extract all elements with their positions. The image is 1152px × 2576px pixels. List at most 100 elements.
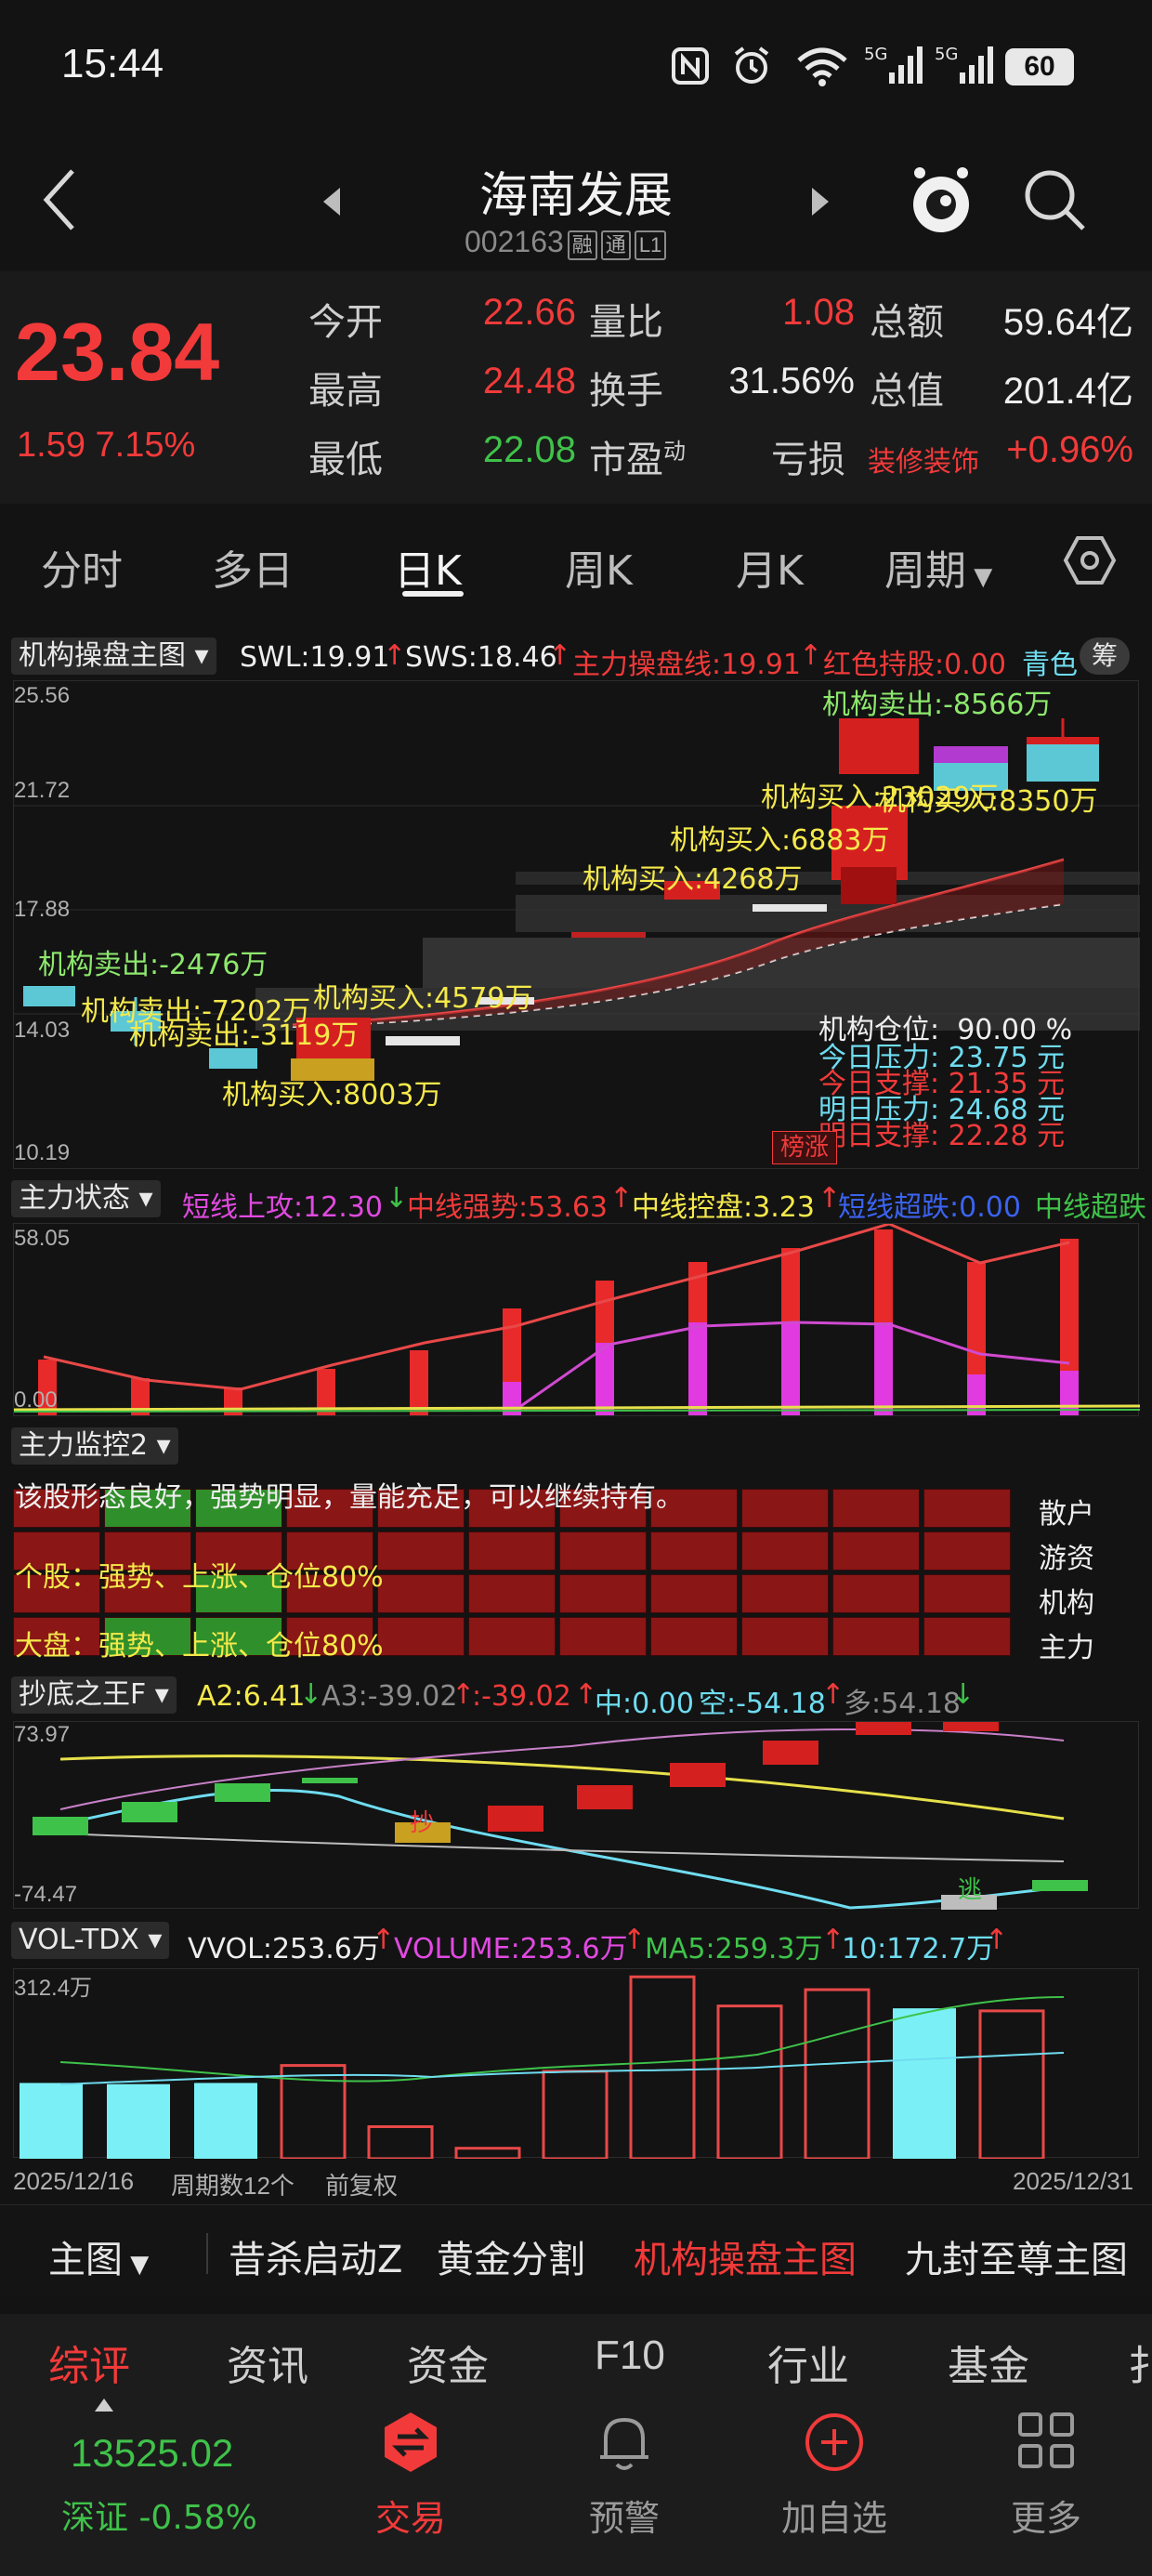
state-bar-magenta [967,1374,986,1415]
escape-mark: 逃 [958,1876,983,1904]
tab-multiday[interactable]: 多日 [212,547,294,595]
annotation: 机构买入:6883万 [670,824,890,857]
annotation: 机构卖出:-8566万 [822,689,1053,721]
state-indicator-header: 主力状态 ▾ 短线上攻:12.30 ↓ 中线强势:53.63 ↑ 中线控盘:3.23… [0,1176,1152,1219]
signal-icon: 5G [864,45,924,87]
nav-more[interactable]: 更多 [972,2394,1120,2576]
quote-panel: 23.84 1.59 7.15% 今开 22.66 量比 1.08 总额 59.… [0,271,1152,504]
ma10-value: 10:172.7万 [842,1933,995,1961]
label-hot-money: 游资 [1039,1543,1094,1575]
mascot-icon[interactable] [909,164,974,242]
up-arrow-icon: ↑ [821,1924,845,1956]
bottom-indicator-select[interactable]: 抄底之王F ▾ [11,1676,177,1714]
monitor-cell [377,1574,465,1613]
annotation: 机构买入:23029万 [761,782,999,814]
nav-add-label: 加自选 [780,2498,887,2539]
monitor-cell [650,1574,738,1613]
annotation: 机构买入:4268万 [583,863,803,896]
swl-value: SWL:19.91 [240,641,390,674]
label-institution: 机构 [1039,1587,1094,1620]
state-indicator-select[interactable]: 主力状态 ▾ [11,1180,161,1217]
search-icon[interactable] [1022,167,1087,236]
rank-badge[interactable]: 榜涨 [772,1131,837,1164]
toolbar-item[interactable]: 九封至尊主图 [905,2239,1128,2281]
index-value[interactable]: 13525.02 [71,2431,234,2475]
nav-alert[interactable]: 预警 [550,2394,699,2576]
tab-f10[interactable]: F10 [595,2333,665,2378]
tab-more[interactable]: 扌 [1128,2343,1152,2390]
toolbar-divider [206,2233,208,2274]
volume-bar [629,1975,696,2159]
stock-code: 002163 [465,225,564,258]
chip-button[interactable]: 筹 [1080,637,1130,675]
status-time: 15:44 [61,41,164,86]
volume-chart[interactable]: 312.4万 [13,1968,1139,2159]
nav-trade[interactable]: 交易 [336,2394,485,2576]
monitor-cell [104,1531,191,1571]
toolbar-item[interactable]: 黄金分割 [437,2239,585,2281]
open-label: 今开 [308,301,383,344]
adjust-mode[interactable]: 前复权 [325,2172,399,2200]
volume-bar [107,2083,170,2159]
monitor-cell [195,1489,282,1528]
toolbar-item[interactable]: 昔杀启动Z [229,2239,403,2281]
dropdown-icon: ▼ [966,563,993,591]
market-cap-label: 总值 [870,370,944,413]
annotation: 机构卖出:-3119万 [129,1019,360,1052]
dropdown-icon: ▼ [123,2251,150,2279]
monitor-cell [377,1531,465,1571]
tab-period[interactable]: 周期 ▼ [884,537,992,597]
settings-hex-icon[interactable] [1063,533,1117,591]
monitor-cell [741,1617,829,1656]
bottom-indicator-header: 抄底之王F ▾ A2:6.41 ↓ A3:-39.02 ↑ :-39.02 ↑ 中:0… [0,1673,1152,1715]
tab-fund[interactable]: 基金 [948,2343,1029,2390]
y-tick-top: 73.97 [14,1722,71,1747]
tab-monthly-k[interactable]: 月K [736,547,804,595]
monitor-cell [13,1531,100,1571]
candlestick-svg [14,718,1140,1081]
monitor-cell [559,1617,647,1656]
vvol-value: VVOL:253.6万 [188,1933,380,1961]
turnover-rate-value: 31.56% [728,361,855,401]
nav-add-watchlist[interactable]: 加自选 [760,2394,909,2576]
monitor-indicator-select[interactable]: 主力监控2 ▾ [11,1427,178,1465]
tab-funds[interactable]: 资金 [407,2343,489,2390]
state-chart[interactable]: 58.05 0.00 [13,1223,1140,1416]
turnover-value: 59.64亿 [1002,302,1133,343]
monitor-cell [832,1489,920,1528]
tab-intraday[interactable]: 分时 [41,547,123,595]
tab-daily-k[interactable]: 日K [394,547,462,595]
index-label[interactable]: 深证 -0.58% [61,2499,257,2537]
y-tick-top: 312.4万 [14,1976,93,2001]
monitor-cell [650,1617,738,1656]
tab-news[interactable]: 资讯 [227,2343,308,2390]
monitor-cell [923,1531,1011,1571]
monitor-cell [559,1574,647,1613]
pe-value: 亏损 [771,439,845,481]
back-icon[interactable] [41,167,78,236]
label-retail: 散户 [1039,1498,1094,1531]
prev-stock-icon[interactable] [321,186,342,221]
y-tick-4: 14.03 [14,1018,71,1043]
monitor-cell [13,1489,100,1528]
monitor-cell [832,1531,920,1571]
state-bar-magenta [781,1322,800,1415]
volume-indicator-select[interactable]: VOL-TDX ▾ [11,1922,170,1959]
nav-more-label: 更多 [1010,2498,1081,2539]
down-arrow-icon: ↓ [299,1678,323,1711]
tab-weekly-k[interactable]: 周K [565,547,633,595]
monitor-panel: 该股形态良好，强势明显，量能充足，可以继续持有。 个股：强势、上涨、仓位80% … [13,1474,1139,1665]
bottom-indicator-chart[interactable]: 73.97 -74.47 抄 逃 [13,1721,1139,1910]
main-chart-select[interactable]: 主图 ▼ [48,2229,149,2283]
high-label: 最高 [308,370,383,413]
position-value: 90.00 % [957,1014,1073,1046]
sector-name[interactable]: 装修装饰 [868,446,979,479]
monitor-cell [559,1489,647,1528]
toolbar-item-active[interactable]: 机构操盘主图 [634,2239,857,2281]
tab-overview[interactable]: 综评 [48,2343,130,2390]
candlestick-chart[interactable]: 25.56 21.72 17.88 14.03 10.19 机构卖出:-8566… [13,680,1140,1169]
next-stock-icon[interactable] [810,186,831,221]
tab-industry[interactable]: 行业 [767,2343,849,2390]
main-indicator-select[interactable]: 机构操盘主图 ▾ [11,637,216,675]
period-tabs: 分时 多日 日K 周K 月K 周期 ▼ [0,520,1152,604]
